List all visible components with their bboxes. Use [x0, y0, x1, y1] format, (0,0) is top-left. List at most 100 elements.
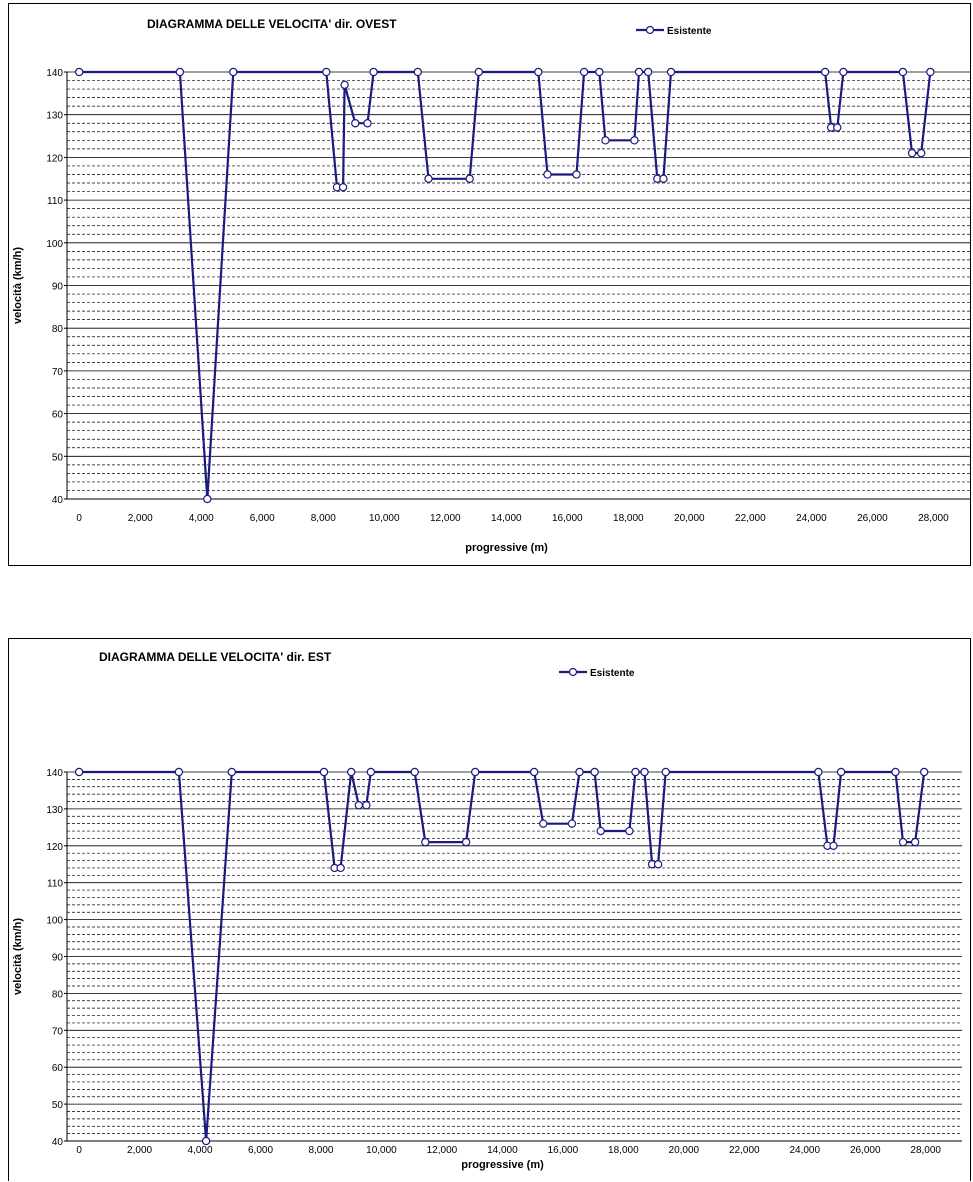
ovest-y-tick-label: 100: [46, 239, 63, 250]
ovest-y-tick-label: 40: [52, 495, 64, 506]
ovest-data-point: [351, 119, 360, 128]
ovest-data-point: [322, 67, 331, 77]
ovest-x-tick-label: 16,000: [552, 513, 583, 524]
est-data-point: [227, 767, 236, 777]
est-data-point: [421, 837, 430, 847]
est-x-tick-label: 14,000: [487, 1145, 518, 1156]
est-data-point: [354, 801, 363, 810]
est-data-point: [470, 767, 480, 777]
ovest-x-tick-label: 4,000: [189, 513, 214, 524]
ovest-data-point: [424, 174, 433, 183]
est-data-point: [567, 819, 577, 828]
ovest-x-tick-label: 20,000: [674, 513, 705, 524]
est-x-tick-label: 18,000: [608, 1145, 639, 1156]
ovest-data-point: [474, 67, 484, 77]
ovest-data-point: [595, 67, 604, 77]
est-data-point: [891, 767, 900, 777]
ovest-data-point: [413, 67, 423, 77]
ovest-data-point: [634, 67, 644, 77]
ovest-data-point: [203, 494, 212, 504]
est-x-tick-label: 6,000: [248, 1145, 273, 1156]
est-data-point: [410, 767, 419, 777]
ovest-data-point: [572, 170, 581, 179]
est-data-point: [575, 767, 584, 777]
est-data-point: [640, 767, 649, 777]
ovest-y-tick-label: 80: [52, 324, 64, 335]
est-data-point: [661, 767, 670, 777]
ovest-data-point: [369, 67, 378, 77]
ovest-data-point: [601, 136, 610, 145]
est-data-point: [898, 837, 908, 847]
ovest-data-point: [907, 148, 917, 158]
ovest-chart-title: DIAGRAMMA DELLE VELOCITA' dir. OVEST: [147, 17, 397, 31]
est-legend-label: Esistente: [590, 668, 635, 679]
est-x-tick-label: 20,000: [669, 1145, 700, 1156]
est-x-axis-label: progressive (m): [461, 1159, 544, 1171]
ovest-y-tick-label: 60: [52, 410, 64, 421]
ovest-x-tick-label: 28,000: [918, 513, 949, 524]
ovest-data-point: [630, 136, 639, 145]
est-x-tick-label: 22,000: [729, 1145, 760, 1156]
est-data-point: [631, 767, 640, 777]
est-y-tick-label: 50: [52, 1100, 64, 1111]
ovest-x-tick-label: 26,000: [857, 513, 888, 524]
ovest-x-tick-label: 14,000: [491, 513, 522, 524]
ovest-y-tick-label: 120: [46, 153, 63, 164]
est-y-tick-label: 110: [47, 879, 63, 890]
est-y-tick-label: 40: [52, 1137, 64, 1148]
est-data-point: [529, 767, 539, 777]
est-legend-marker: [568, 667, 578, 677]
est-data-point: [201, 1136, 211, 1146]
ovest-x-tick-label: 10,000: [369, 513, 400, 524]
ovest-data-point: [659, 174, 668, 183]
ovest-data-point: [534, 67, 543, 77]
ovest-data-point: [643, 67, 653, 77]
ovest-data-point: [820, 67, 830, 77]
chart-ovest-svg: DIAGRAMMA DELLE VELOCITA' dir. OVEST Esis…: [12, 17, 970, 554]
est-x-tick-label: 10,000: [366, 1145, 397, 1156]
est-x-tick-label: 28,000: [910, 1145, 941, 1156]
est-x-tick-label: 0: [76, 1145, 82, 1156]
est-data-point: [814, 767, 823, 777]
ovest-data-point: [363, 119, 372, 128]
ovest-x-tick-label: 0: [76, 513, 82, 524]
ovest-data-point: [579, 67, 589, 77]
ovest-y-tick-label: 90: [52, 282, 64, 293]
ovest-data-point: [338, 183, 348, 192]
est-data-point: [362, 801, 371, 810]
est-data-point: [836, 767, 846, 777]
est-data-point: [625, 826, 634, 836]
est-data-point: [539, 819, 548, 828]
est-data-point: [910, 837, 920, 847]
ovest-data-point: [340, 80, 349, 90]
ovest-data-point: [926, 67, 935, 77]
est-y-tick-label: 130: [46, 805, 63, 816]
est-data-point: [336, 863, 345, 873]
est-data-point: [366, 767, 376, 777]
ovest-x-tick-label: 6,000: [250, 513, 275, 524]
est-x-tick-label: 8,000: [308, 1145, 333, 1156]
ovest-data-point: [666, 67, 676, 77]
ovest-data-point: [833, 123, 842, 132]
ovest-data-point: [75, 67, 84, 77]
chart-est: DIAGRAMMA DELLE VELOCITA' dir. EST Esiste…: [8, 638, 971, 1181]
ovest-data-point: [465, 174, 474, 183]
est-y-tick-label: 70: [52, 1026, 64, 1037]
ovest-data-point: [916, 148, 926, 158]
chart-est-svg: DIAGRAMMA DELLE VELOCITA' dir. EST Esiste…: [12, 650, 962, 1171]
ovest-data-point: [175, 67, 185, 77]
ovest-y-tick-label: 50: [52, 452, 64, 463]
est-y-tick-label: 90: [52, 953, 64, 964]
ovest-data-point: [543, 170, 552, 179]
est-data-point: [347, 767, 356, 777]
ovest-x-tick-label: 8,000: [311, 513, 336, 524]
ovest-x-axis-label: progressive (m): [465, 542, 548, 554]
est-y-tick-label: 140: [46, 768, 63, 779]
ovest-legend-label: Esistente: [667, 26, 712, 37]
est-y-tick-label: 100: [46, 916, 63, 927]
est-x-tick-label: 4,000: [188, 1145, 213, 1156]
est-data-point: [653, 860, 663, 869]
est-x-tick-label: 26,000: [850, 1145, 881, 1156]
ovest-data-point: [839, 67, 848, 77]
est-x-tick-label: 2,000: [127, 1145, 152, 1156]
